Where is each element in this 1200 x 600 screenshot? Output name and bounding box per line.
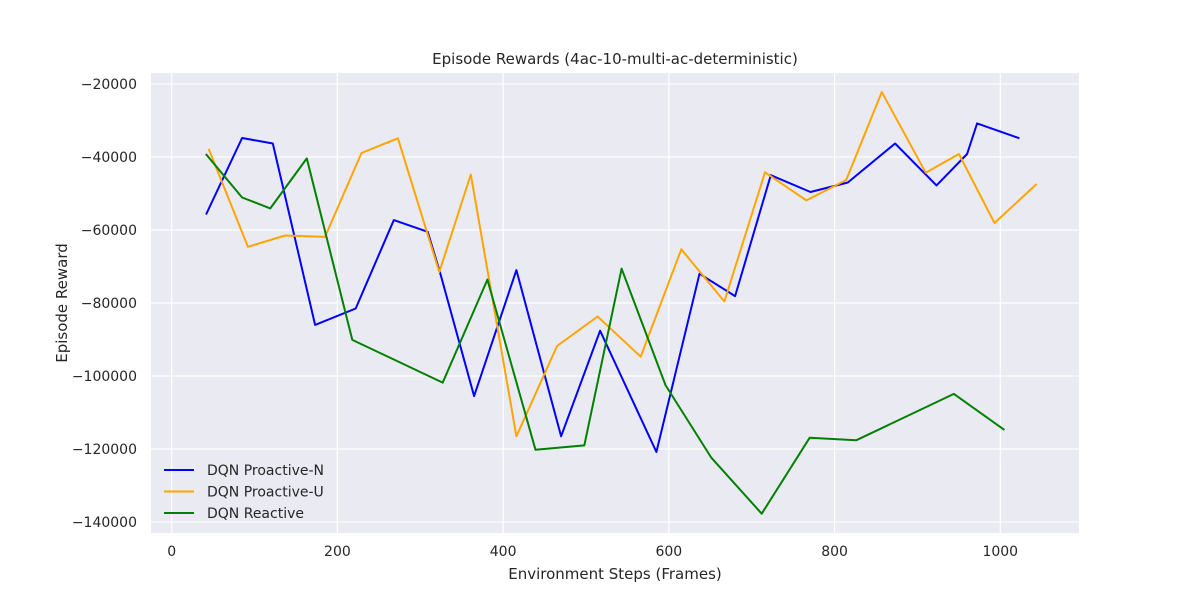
x-tick-label: 400 (490, 544, 517, 560)
grid (151, 73, 1079, 533)
chart-title: Episode Rewards (4ac-10-multi-ac-determi… (432, 50, 798, 68)
x-tick-label: 200 (324, 544, 351, 560)
y-axis-title: Episode Reward (53, 243, 71, 363)
legend-label: DQN Reactive (207, 506, 304, 522)
y-tick-label: −20000 (81, 77, 137, 93)
x-axis-title: Environment Steps (Frames) (508, 565, 722, 583)
x-axis-ticks: 0 200 400 600 800 1000 (167, 544, 1018, 560)
x-tick-label: 800 (821, 544, 848, 560)
x-tick-label: 600 (655, 544, 682, 560)
x-tick-label: 0 (167, 544, 176, 560)
legend-label: DQN Proactive-U (207, 485, 324, 501)
y-tick-label: −40000 (81, 150, 137, 166)
series-line-1 (207, 91, 1038, 438)
legend-label: DQN Proactive-N (207, 463, 324, 479)
y-tick-label: −100000 (72, 369, 137, 385)
y-tick-label: −120000 (72, 442, 137, 458)
y-tick-label: −140000 (72, 515, 137, 531)
y-axis-ticks: −140000 −120000 −100000 −80000 −60000 −40000 −… (72, 77, 137, 531)
legend: DQN Proactive-N DQN Proactive-U DQN Reacti… (164, 463, 324, 522)
x-tick-label: 1000 (982, 544, 1018, 560)
series-line-0 (205, 122, 1020, 453)
y-tick-label: −60000 (81, 223, 137, 239)
series-group (205, 91, 1038, 515)
y-tick-label: −80000 (81, 296, 137, 312)
series-line-2 (205, 153, 1005, 515)
